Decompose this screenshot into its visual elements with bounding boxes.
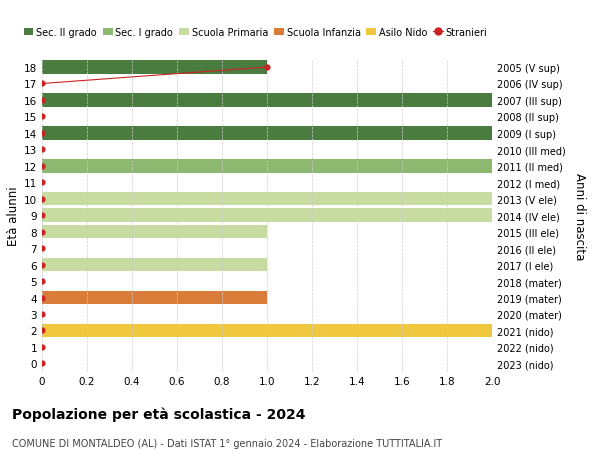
Y-axis label: Età alunni: Età alunni xyxy=(7,186,20,246)
Text: Popolazione per età scolastica - 2024: Popolazione per età scolastica - 2024 xyxy=(12,406,305,421)
Bar xyxy=(42,94,492,107)
Bar xyxy=(42,291,267,305)
Y-axis label: Anni di nascita: Anni di nascita xyxy=(572,172,586,259)
Bar xyxy=(42,225,267,239)
Bar xyxy=(42,61,267,75)
Text: COMUNE DI MONTALDEO (AL) - Dati ISTAT 1° gennaio 2024 - Elaborazione TUTTITALIA.: COMUNE DI MONTALDEO (AL) - Dati ISTAT 1°… xyxy=(12,438,442,448)
Bar xyxy=(42,258,267,272)
Bar xyxy=(42,127,492,140)
Legend: Sec. II grado, Sec. I grado, Scuola Primaria, Scuola Infanzia, Asilo Nido, Stran: Sec. II grado, Sec. I grado, Scuola Prim… xyxy=(20,24,491,42)
Bar xyxy=(42,193,492,206)
Bar xyxy=(42,160,492,173)
Bar xyxy=(42,209,492,223)
Bar xyxy=(42,324,492,337)
